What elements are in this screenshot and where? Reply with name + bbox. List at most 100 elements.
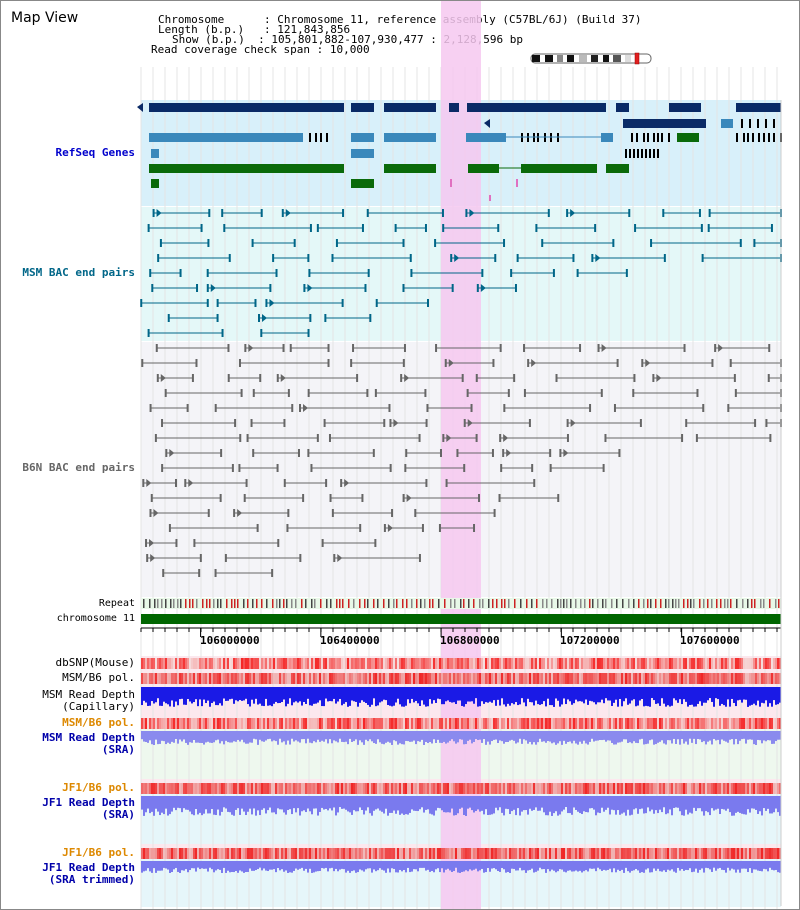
bac-end bbox=[175, 479, 178, 487]
depth-bar bbox=[429, 687, 431, 700]
track-label-msm-b6-pol[interactable]: MSM/B6 pol. bbox=[62, 671, 135, 684]
chromosome-ideogram[interactable] bbox=[529, 52, 654, 66]
repeat-mark bbox=[359, 599, 361, 608]
depth-bar bbox=[773, 687, 775, 701]
depth-bar bbox=[353, 796, 355, 811]
depth-bar bbox=[341, 796, 343, 809]
depth-bar bbox=[537, 796, 539, 811]
track-label-jf1-b6-pol-2[interactable]: JF1/B6 pol. bbox=[62, 846, 135, 859]
heat-cell bbox=[721, 848, 723, 859]
heat-cell bbox=[383, 658, 385, 669]
heat-cell bbox=[501, 848, 503, 859]
heat-cell bbox=[285, 718, 287, 729]
heat-cell bbox=[645, 673, 647, 684]
depth-bar bbox=[735, 861, 737, 873]
heat-cell bbox=[149, 848, 151, 859]
track-label-msm-b6-pol-sra[interactable]: MSM/B6 pol. bbox=[62, 716, 135, 729]
track-label-b6n-bac[interactable]: B6N BAC end pairs bbox=[22, 461, 135, 474]
depth-bar bbox=[525, 796, 527, 811]
track-label-refseq[interactable]: RefSeq Genes bbox=[55, 146, 135, 159]
heat-cell bbox=[455, 783, 457, 794]
heat-cell bbox=[175, 783, 177, 794]
heat-cell bbox=[637, 718, 639, 729]
heat-cell bbox=[543, 848, 545, 859]
depth-bar bbox=[179, 731, 181, 740]
depth-bar bbox=[259, 861, 261, 868]
heat-cell bbox=[713, 718, 715, 729]
track-label-jf1-read-depth-sra-trimmed[interactable]: JF1 Read Depth (SRA trimmed) bbox=[42, 861, 135, 886]
heat-cell bbox=[427, 783, 429, 794]
gene-feature bbox=[677, 133, 699, 142]
depth-bar bbox=[693, 731, 695, 739]
depth-bar bbox=[375, 687, 377, 707]
depth-bar bbox=[341, 861, 343, 869]
heat-cell bbox=[551, 673, 553, 684]
heat-cell bbox=[495, 848, 497, 859]
heat-cell bbox=[531, 783, 533, 794]
bac-end bbox=[445, 479, 448, 487]
heat-cell bbox=[263, 658, 265, 669]
bac-end bbox=[167, 314, 170, 322]
heat-cell bbox=[577, 848, 579, 859]
depth-bar bbox=[703, 687, 705, 703]
heat-cell bbox=[417, 658, 419, 669]
track-label-msm-read-depth-sra[interactable]: MSM Read Depth (SRA) bbox=[42, 731, 135, 756]
bac-end bbox=[329, 494, 332, 502]
heat-cell bbox=[619, 848, 621, 859]
depth-bar bbox=[527, 796, 529, 815]
heat-cell bbox=[753, 658, 755, 669]
heat-cell bbox=[661, 848, 663, 859]
heat-cell bbox=[761, 673, 763, 684]
heat-cell bbox=[725, 658, 727, 669]
repeat-mark bbox=[388, 599, 390, 608]
heat-cell bbox=[667, 658, 669, 669]
heat-cell bbox=[505, 658, 507, 669]
heat-cell bbox=[631, 848, 633, 859]
depth-bar bbox=[683, 731, 685, 744]
heat-cell bbox=[191, 718, 193, 729]
depth-bar bbox=[637, 687, 639, 706]
depth-bar bbox=[151, 861, 153, 873]
bac-end bbox=[473, 524, 476, 532]
track-label-msm-read-depth-capillary[interactable]: MSM Read Depth (Capillary) bbox=[42, 688, 135, 713]
depth-bar bbox=[505, 796, 507, 809]
track-label-dbsnp[interactable]: dbSNP(Mouse) bbox=[55, 656, 135, 669]
repeat-mark bbox=[687, 599, 689, 608]
exon-mark bbox=[741, 119, 743, 128]
depth-bar bbox=[193, 861, 195, 869]
heat-cell bbox=[437, 658, 439, 669]
heat-cell bbox=[413, 658, 415, 669]
heat-cell bbox=[653, 673, 655, 684]
heat-cell bbox=[159, 848, 161, 859]
depth-bar bbox=[495, 861, 497, 870]
track-label-jf1-b6-pol[interactable]: JF1/B6 pol. bbox=[62, 781, 135, 794]
track-label-msm-bac[interactable]: MSM BAC end pairs bbox=[22, 266, 135, 279]
depth-bar bbox=[479, 731, 481, 740]
bac-end bbox=[425, 479, 428, 487]
depth-bar bbox=[501, 796, 503, 813]
depth-bar bbox=[337, 861, 339, 872]
heat-cell bbox=[387, 718, 389, 729]
depth-bar bbox=[243, 731, 245, 743]
heat-cell bbox=[625, 673, 627, 684]
bac-end bbox=[424, 389, 427, 397]
heat-cell bbox=[155, 718, 157, 729]
depth-bar bbox=[391, 731, 393, 745]
heat-cell bbox=[475, 848, 477, 859]
heat-cell bbox=[361, 658, 363, 669]
heat-cell bbox=[629, 673, 631, 684]
track-label-jf1-read-depth-sra[interactable]: JF1 Read Depth (SRA) bbox=[42, 796, 135, 821]
depth-bar bbox=[693, 861, 695, 872]
gene-mark bbox=[516, 179, 518, 187]
heat-cell bbox=[593, 658, 595, 669]
bac-end bbox=[434, 239, 437, 247]
depth-bar bbox=[711, 687, 713, 702]
depth-bar bbox=[593, 796, 595, 810]
heat-cell bbox=[655, 783, 657, 794]
bac-end bbox=[510, 269, 513, 277]
depth-bar bbox=[283, 687, 285, 700]
heat-cell bbox=[431, 673, 433, 684]
heat-cell bbox=[603, 848, 605, 859]
depth-bar bbox=[279, 796, 281, 810]
